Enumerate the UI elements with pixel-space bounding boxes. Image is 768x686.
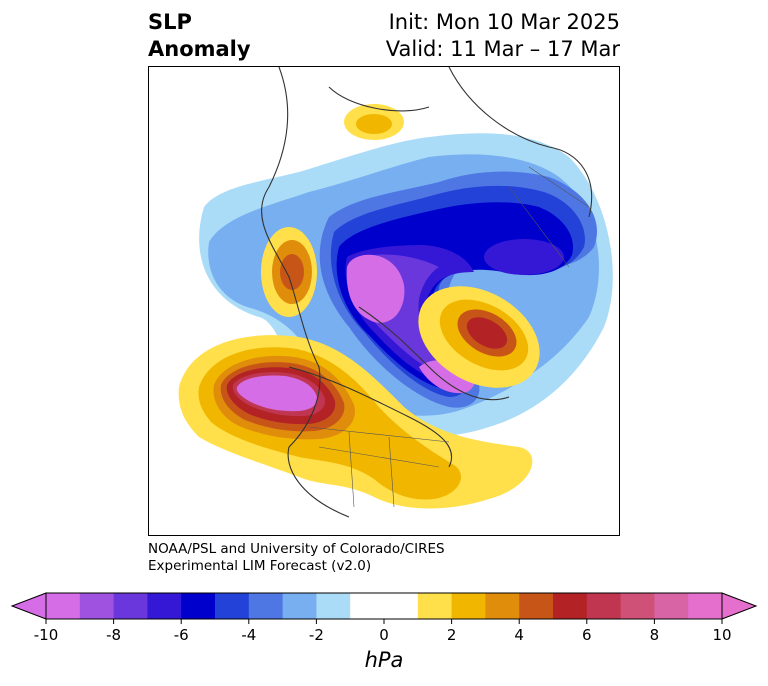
colorbar-tick-label: 10 bbox=[712, 626, 732, 644]
colorbar-ticks: -10 -8 -6 -4 -2 0 2 4 6 8 10 bbox=[0, 626, 768, 648]
colorbar-segment bbox=[688, 593, 723, 619]
colorbar-tick-label: 2 bbox=[446, 626, 457, 644]
credit-line-2: Experimental LIM Forecast (v2.0) bbox=[148, 558, 372, 574]
colorbar-tick-label: 0 bbox=[379, 626, 389, 644]
colorbar-segment bbox=[417, 593, 453, 619]
colorbar-tick-label: -8 bbox=[106, 626, 122, 644]
init-date: Init: Mon 10 Mar 2025 bbox=[388, 10, 620, 34]
anomaly-neg-10 bbox=[484, 239, 564, 275]
colorbar-tick-label: -10 bbox=[33, 626, 59, 644]
anomaly-pos-16 bbox=[356, 114, 392, 134]
colorbar-extend-min bbox=[10, 592, 47, 620]
forecast-dates: Init: Mon 10 Mar 2025 Valid: 11 Mar – 17… bbox=[386, 9, 620, 63]
colorbar-segment bbox=[654, 593, 689, 619]
anomaly-pos-7 bbox=[236, 375, 318, 412]
colorbar-segment bbox=[79, 593, 115, 619]
colorbar-tick-label: -6 bbox=[173, 626, 189, 644]
colorbar-extend-max bbox=[721, 592, 758, 620]
colorbar-segment bbox=[586, 593, 622, 619]
colorbar-segment bbox=[316, 593, 351, 619]
colorbar-tick-label: 4 bbox=[514, 626, 524, 644]
colorbar-segment bbox=[350, 593, 385, 619]
title-line-1: SLP bbox=[148, 10, 192, 34]
colorbar-tick-label: 6 bbox=[582, 626, 592, 644]
title-line-2: Anomaly bbox=[148, 37, 251, 61]
colorbar bbox=[10, 592, 758, 624]
valid-range: Valid: 11 Mar – 17 Mar bbox=[385, 37, 620, 61]
credit-line-1: NOAA/PSL and University of Colorado/CIRE… bbox=[148, 541, 445, 557]
colorbar-segment bbox=[620, 593, 655, 619]
colorbar-segment bbox=[215, 593, 250, 619]
anomaly-pos-10 bbox=[280, 254, 304, 290]
colorbar-segment bbox=[181, 593, 216, 619]
colorbar-segment bbox=[248, 593, 284, 619]
coastlines bbox=[261, 67, 593, 518]
colorbar-tick-label: -2 bbox=[308, 626, 324, 644]
colorbar-segment bbox=[485, 593, 520, 619]
colorbar-segment bbox=[113, 593, 148, 619]
colorbar-segment bbox=[384, 593, 419, 619]
anomaly-pos-14 bbox=[466, 317, 508, 349]
anomaly-neg-8 bbox=[346, 254, 405, 323]
colorbar-segment bbox=[46, 593, 81, 619]
slp-anomaly-map bbox=[148, 66, 620, 536]
colorbar-segment bbox=[282, 593, 317, 619]
colorbar-segment bbox=[147, 593, 182, 619]
colorbar-units: hPa bbox=[364, 648, 404, 672]
credit-text: NOAA/PSL and University of Colorado/CIRE… bbox=[148, 541, 445, 575]
colorbar-segment bbox=[553, 593, 588, 619]
colorbar-tick-label: 8 bbox=[649, 626, 660, 644]
map-title: SLP Anomaly bbox=[148, 9, 251, 63]
borders bbox=[308, 166, 590, 508]
colorbar-tick-label: -4 bbox=[241, 626, 257, 644]
colorbar-segment bbox=[451, 593, 486, 619]
colorbar-segment bbox=[519, 593, 554, 619]
map-canvas bbox=[178, 67, 613, 518]
